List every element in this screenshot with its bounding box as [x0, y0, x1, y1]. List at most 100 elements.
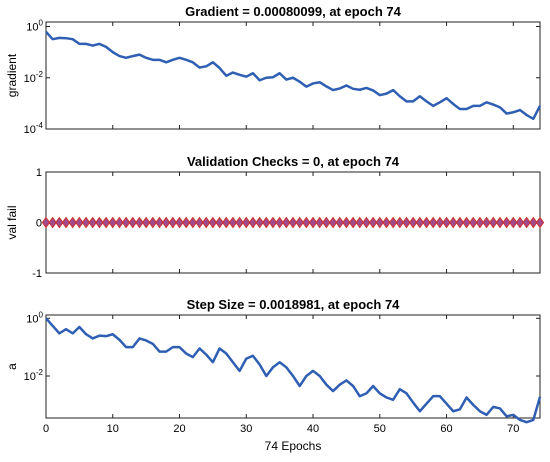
panel-3-xtick-label: 60 — [440, 423, 452, 435]
panel-2-point-marker — [242, 216, 251, 229]
panel-2-point-marker — [428, 216, 438, 229]
panel-3-xlabel: 74 Epochs — [265, 439, 322, 453]
panel-2-ytick-label: 0 — [36, 218, 42, 230]
panel-2-point-marker — [382, 216, 391, 229]
panel-2-point-marker — [235, 216, 244, 229]
panel-2-point-marker — [88, 216, 97, 229]
panel-1-ytick-label: 10-2 — [24, 70, 44, 85]
panel-2-point-marker — [275, 216, 284, 229]
panel-2-point-marker — [435, 216, 445, 229]
panel-2-point-marker — [262, 216, 271, 229]
panel-2-point-marker — [302, 216, 311, 229]
panel-2-point-marker — [168, 216, 178, 229]
panel-2-title: Validation Checks = 0, at epoch 74 — [187, 154, 400, 169]
panel-1-series-line — [45, 30, 542, 121]
panel-1-ylabel: gradient — [5, 53, 19, 97]
panel-2-point-marker — [195, 216, 204, 229]
panel-2-point-marker — [135, 216, 144, 229]
panel-2-ytick-label: -1 — [32, 268, 42, 280]
panel-1-ytick-label-base: 10 — [24, 124, 36, 136]
panel-3-ytick-label-base: 10 — [26, 313, 38, 325]
panel-2-point-marker — [141, 216, 151, 229]
panel-2-point-marker — [529, 216, 538, 229]
panel-2-point-marker — [228, 216, 238, 229]
panel-2-point-marker — [282, 216, 291, 229]
panel-3-xtick-label: 50 — [374, 423, 386, 435]
panel-2-point-marker — [335, 216, 344, 229]
panel-2-point-marker — [475, 216, 485, 229]
panel-2-point-marker — [362, 216, 371, 229]
panel-1-ytick-label: 100 — [26, 19, 43, 34]
panel-1-axes-box — [45, 21, 541, 130]
panel-2-point-marker — [489, 216, 498, 229]
panel-3-xtick-label: 10 — [107, 423, 119, 435]
panel-2-point-marker — [295, 216, 304, 229]
panel-2-point-marker — [322, 216, 331, 229]
panel-2-point-marker — [288, 216, 298, 229]
panel-2-point-marker — [502, 216, 511, 229]
panel-2-point-marker — [469, 216, 478, 229]
panel-3-xtick-label: 20 — [173, 423, 185, 435]
panel-2-point-marker — [388, 216, 398, 229]
panel-1-ytick-label-base: 10 — [24, 73, 36, 85]
panel-2-point-marker — [115, 216, 124, 229]
panel-2-point-marker — [509, 216, 518, 229]
panel-2-point-marker — [522, 216, 531, 229]
panel-3-xtick-label: 40 — [307, 423, 319, 435]
panel-2-ylabel: val fail — [5, 205, 19, 239]
panel-2-point-marker — [415, 216, 425, 229]
panel-2-point-marker — [268, 216, 278, 229]
panel-2-point-marker — [402, 216, 411, 229]
panel-2-point-marker — [41, 216, 51, 229]
panel-2-point-marker — [422, 216, 431, 229]
panel-1-title: Gradient = 0.00080099, at epoch 74 — [185, 4, 401, 19]
panel-1-ytick-label: 10-4 — [24, 121, 44, 136]
panel-2-point-marker — [55, 216, 64, 229]
panel-3-xtick-label: 0 — [43, 423, 49, 435]
panel-2-point-marker — [155, 216, 164, 229]
panel-3-ytick-label-exponent: -2 — [36, 368, 44, 377]
panel-1-ytick-label-base: 10 — [26, 22, 38, 34]
panel-2-point-marker — [61, 216, 71, 229]
panel-2-point-marker — [208, 216, 218, 229]
panel-2-ytick-label: 1 — [36, 167, 42, 179]
panel-2-point-marker — [121, 216, 131, 229]
panel-2-point-marker — [161, 216, 171, 229]
panel-2-point-marker — [148, 216, 158, 229]
panel-2-point-marker — [342, 216, 351, 229]
panel-3-series-line — [45, 317, 542, 424]
panel-2-point-marker — [368, 216, 378, 229]
panel-2-point-marker — [449, 216, 458, 229]
panel-2-point-marker — [48, 216, 57, 229]
panel-3-ytick-label: 10-2 — [24, 368, 44, 383]
panel-2-point-marker — [355, 216, 364, 229]
panel-2-point-marker — [455, 216, 465, 229]
panel-2-point-marker — [108, 216, 117, 229]
panel-2-point-marker — [408, 216, 418, 229]
panel-2-point-marker — [375, 216, 384, 229]
panel-2-point-marker — [515, 216, 525, 229]
panel-2-point-marker — [188, 216, 198, 229]
panel-2-point-marker — [395, 216, 405, 229]
panel-2-point-marker — [181, 216, 191, 229]
panel-2-point-marker — [462, 216, 471, 229]
panel-3-ylabel: a — [5, 363, 19, 370]
panel-2-point-marker — [68, 216, 77, 229]
panel-1-ytick-label-exponent: -2 — [36, 70, 44, 79]
panel-2-point-marker — [248, 216, 258, 229]
panel-3-ytick-label-exponent: 0 — [39, 310, 44, 319]
panel-2-point-marker — [442, 216, 451, 229]
panel-2-point-marker — [348, 216, 358, 229]
panel-2-point-marker — [315, 216, 324, 229]
panel-2-point-marker — [328, 216, 338, 229]
panel-2-point-marker — [222, 216, 231, 229]
panel-2-point-marker — [128, 216, 137, 229]
panel-2-point-marker — [81, 216, 91, 229]
panel-2-point-marker — [175, 216, 184, 229]
panel-2-point-marker — [308, 216, 318, 229]
panel-2-point-marker — [495, 216, 505, 229]
panel-2-point-marker — [255, 216, 264, 229]
panel-2-point-marker — [535, 216, 545, 229]
panel-2-point-marker — [202, 216, 211, 229]
